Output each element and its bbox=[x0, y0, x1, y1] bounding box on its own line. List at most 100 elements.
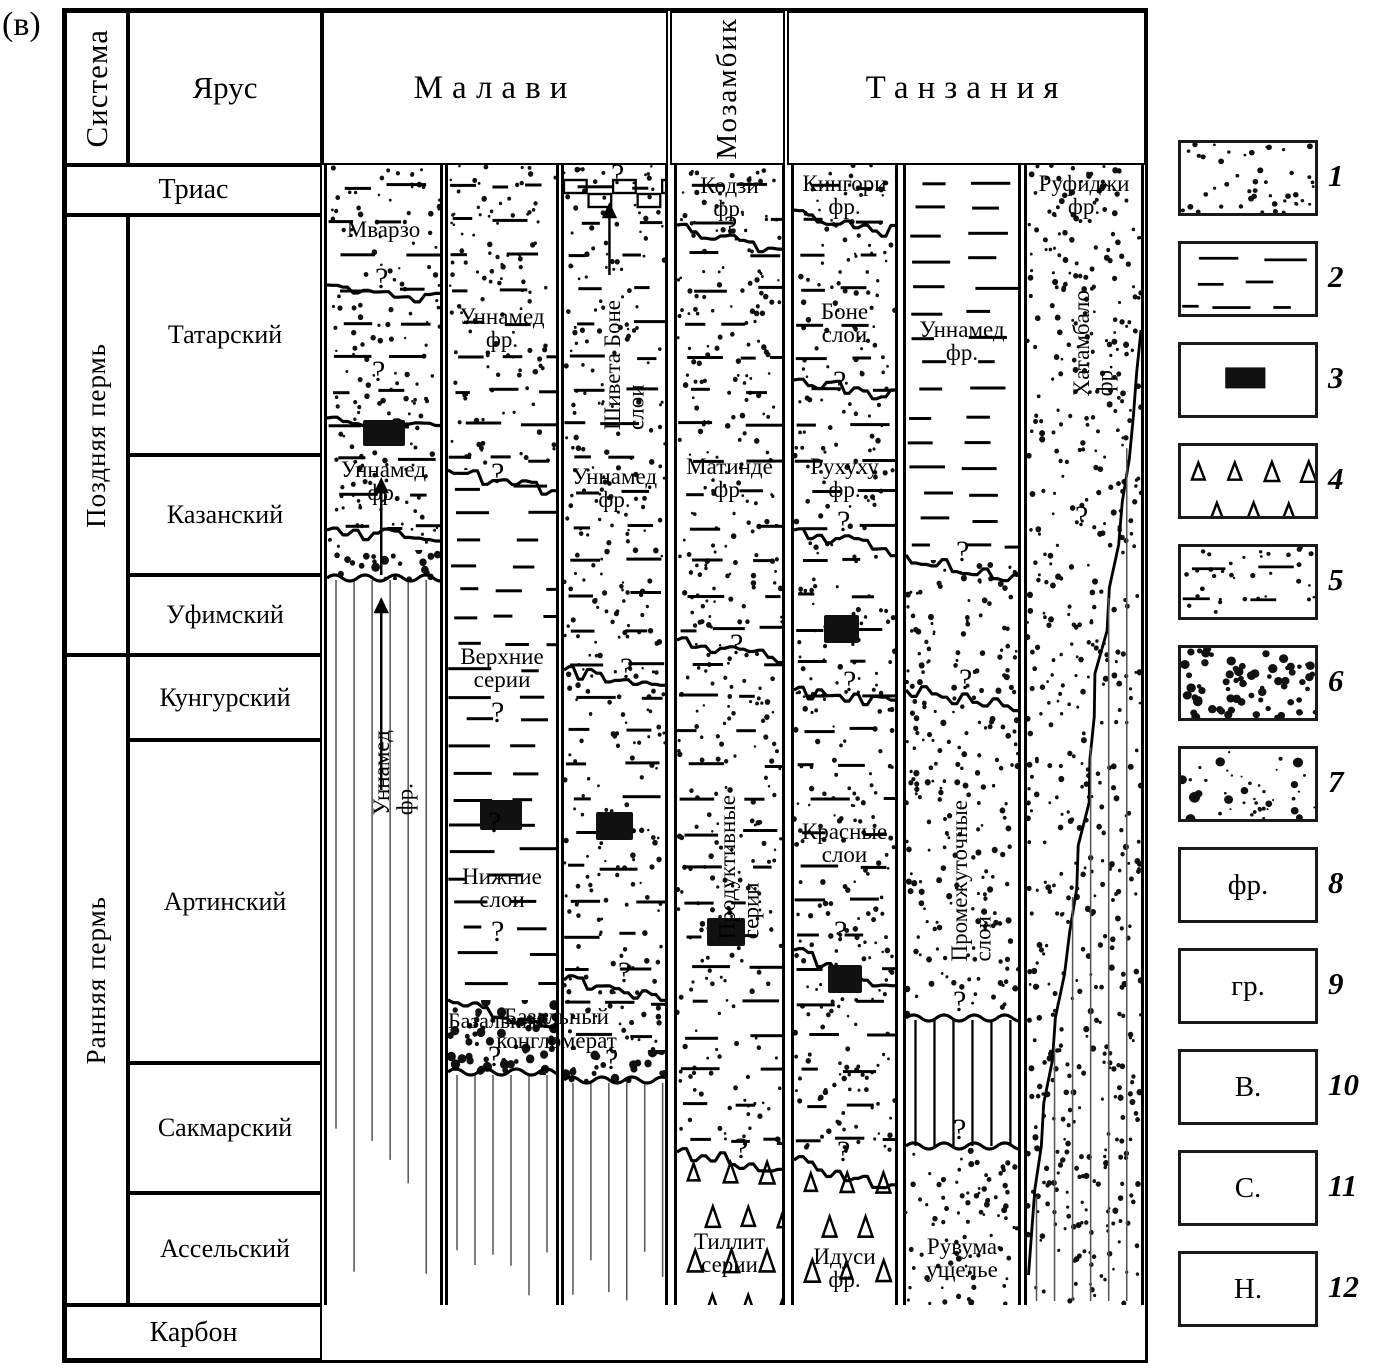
stage-kungurian: Кунгурский bbox=[128, 655, 322, 740]
stage-tatarian: Татарский bbox=[128, 215, 322, 455]
lith-bed-shale bbox=[448, 470, 556, 1000]
legend-swatch-text: Н. bbox=[1233, 1272, 1263, 1305]
coal-seam bbox=[824, 615, 859, 643]
panel-label: (в) bbox=[2, 6, 41, 43]
uncertainty-question-mark: ? bbox=[611, 165, 625, 191]
uncertainty-question-mark: ? bbox=[735, 1132, 749, 1165]
stage-tatarian-label: Татарский bbox=[167, 320, 283, 349]
legend-row: С. 11 bbox=[1178, 1150, 1383, 1251]
uncertainty-question-mark: ? bbox=[605, 1043, 619, 1076]
lithology-column-tanzania-1: ????? Кингори фр. Боне слои Рухуху фр. Красные с… bbox=[791, 165, 898, 1305]
uncertainty-question-mark: ? bbox=[488, 1040, 502, 1073]
header-stage: Ярус bbox=[128, 11, 322, 165]
legend-swatch-text: фр. bbox=[1227, 868, 1269, 901]
system-late-permian: Поздняя пермь bbox=[65, 215, 128, 655]
legend-swatch-9: гр. bbox=[1178, 948, 1318, 1024]
stage-kungurian-label: Кунгурский bbox=[159, 682, 291, 712]
uncertainty-question-mark: ? bbox=[488, 806, 502, 839]
header-country-malawi: Малави bbox=[322, 11, 668, 165]
legend-number: 12 bbox=[1328, 1269, 1359, 1304]
legend-swatch-8: фр. bbox=[1178, 847, 1318, 923]
lith-bed-shale bbox=[906, 165, 1018, 560]
lith-bed-sandstone-shale bbox=[564, 165, 665, 1050]
uncertainty-question-mark: ? bbox=[491, 915, 505, 948]
legend-swatch-4 bbox=[1178, 443, 1318, 519]
legend-swatch-6 bbox=[1178, 645, 1318, 721]
legend-swatch-3 bbox=[1178, 342, 1318, 418]
stage-asselian-label: Ассельский bbox=[160, 1234, 290, 1263]
lith-bed-basement bbox=[327, 580, 440, 1305]
legend-number: 3 bbox=[1328, 360, 1344, 395]
system-row-karbon-label: Карбон bbox=[149, 1316, 238, 1348]
legend-swatch-text: гр. bbox=[1231, 969, 1265, 1002]
legend-swatch-5 bbox=[1178, 544, 1318, 620]
legend-number: 10 bbox=[1328, 1067, 1359, 1102]
lithology-column-tanzania-2: ???? Уннамед фр. Промежуточные слои Рувума уще… bbox=[903, 165, 1021, 1305]
legend-number: 1 bbox=[1328, 158, 1344, 193]
system-late-permian-label: Поздняя пермь bbox=[81, 342, 111, 528]
coal-seam bbox=[828, 965, 862, 993]
header-country-mozambique-label: Мозамбик bbox=[711, 16, 743, 160]
legend-row: 4 bbox=[1178, 443, 1383, 544]
stage-sakmarian: Сакмарский bbox=[128, 1063, 322, 1193]
lithology-column-mozambique-1: ??? Кодзи фр. Матинде фр. Продуктивные серии Ти… bbox=[674, 165, 785, 1305]
uncertainty-question-mark: ? bbox=[837, 505, 851, 538]
legend-row: 7 bbox=[1178, 746, 1383, 847]
legend-swatch-text: С. bbox=[1234, 1171, 1262, 1204]
lithology-column-malawi-1: ??? Мварзо Уннамед фр. Уннамед фр. bbox=[324, 165, 443, 1305]
system-row-trias-label: Триас bbox=[158, 174, 229, 205]
legend-number: 2 bbox=[1328, 259, 1344, 294]
lith-bed-sandstone-shale bbox=[794, 165, 895, 1155]
header-country-mozambique: Мозамбик bbox=[670, 11, 785, 165]
stage-artinskian-label: Артинский bbox=[163, 886, 287, 916]
legend-row: Н. 12 bbox=[1178, 1251, 1383, 1352]
legend-swatch-10: В. bbox=[1178, 1049, 1318, 1125]
coal-seam bbox=[596, 812, 633, 840]
legend-number: 7 bbox=[1328, 764, 1344, 799]
stage-asselian: Ассельский bbox=[128, 1193, 322, 1305]
legend-number: 9 bbox=[1328, 966, 1344, 1001]
system-row-karbon: Карбон bbox=[65, 1305, 322, 1360]
legend-row: фр. 8 bbox=[1178, 847, 1383, 948]
lith-bed-basement bbox=[564, 1083, 665, 1305]
uncertainty-question-mark: ? bbox=[375, 485, 389, 518]
uncertainty-question-mark: ? bbox=[620, 652, 634, 685]
legend-swatch-1 bbox=[1178, 140, 1318, 216]
legend-row: 5 bbox=[1178, 544, 1383, 645]
uncertainty-question-mark: ? bbox=[956, 535, 970, 568]
header-system-label: Система bbox=[78, 28, 114, 148]
stage-ufimian-label: Уфимский bbox=[166, 600, 284, 629]
legend-row: 2 bbox=[1178, 241, 1383, 342]
lithology-column-malawi-2: ????? Уннамед фр. Верхние серии Нижние слои Баз… bbox=[445, 165, 559, 1305]
system-early-permian-label: Ранняя пермь bbox=[81, 895, 111, 1065]
stage-sakmarian-label: Сакмарский bbox=[157, 1113, 293, 1142]
legend-row: 6 bbox=[1178, 645, 1383, 746]
stage-artinskian: Артинский bbox=[128, 740, 322, 1063]
uncertainty-question-mark: ? bbox=[491, 457, 505, 490]
legend: 1 2 3 4 5 6 7 фр. 8 гр. 9 В. 10 С. 11 Н. 12 bbox=[1178, 140, 1383, 1352]
legend-number: 11 bbox=[1328, 1168, 1358, 1203]
uncertainty-question-mark: ? bbox=[1075, 500, 1089, 533]
uncertainty-question-mark: ? bbox=[837, 1135, 851, 1168]
unit-label-basal-conglomerate: Базальный конгломерат bbox=[496, 1004, 617, 1054]
lithology-column-malawi-3: ???? Шивета Боне слои Уннамед фр. bbox=[561, 165, 668, 1305]
uncertainty-question-mark: ? bbox=[724, 210, 738, 243]
coal-seam bbox=[707, 918, 745, 946]
legend-number: 8 bbox=[1328, 865, 1344, 900]
legend-row: 1 bbox=[1178, 140, 1383, 241]
uncertainty-question-mark: ? bbox=[834, 915, 848, 948]
coal-seam bbox=[363, 420, 405, 446]
legend-swatch-12: Н. bbox=[1178, 1251, 1318, 1327]
legend-number: 5 bbox=[1328, 562, 1344, 597]
lithology-column-tanzania-3: ? Руфиджи фр. Хатамбало фр. bbox=[1024, 165, 1144, 1305]
stage-ufimian: Уфимский bbox=[128, 575, 322, 655]
header-system: Система bbox=[65, 11, 128, 165]
legend-row: 3 bbox=[1178, 342, 1383, 443]
legend-number: 6 bbox=[1328, 663, 1344, 698]
uncertainty-question-mark: ? bbox=[953, 985, 967, 1018]
lith-bed-conglomerate bbox=[327, 550, 440, 580]
header-country-tanzania-label: Танзания bbox=[865, 69, 1068, 106]
uncertainty-question-mark: ? bbox=[491, 696, 505, 729]
lith-bed-sandstone bbox=[1027, 165, 1141, 1305]
